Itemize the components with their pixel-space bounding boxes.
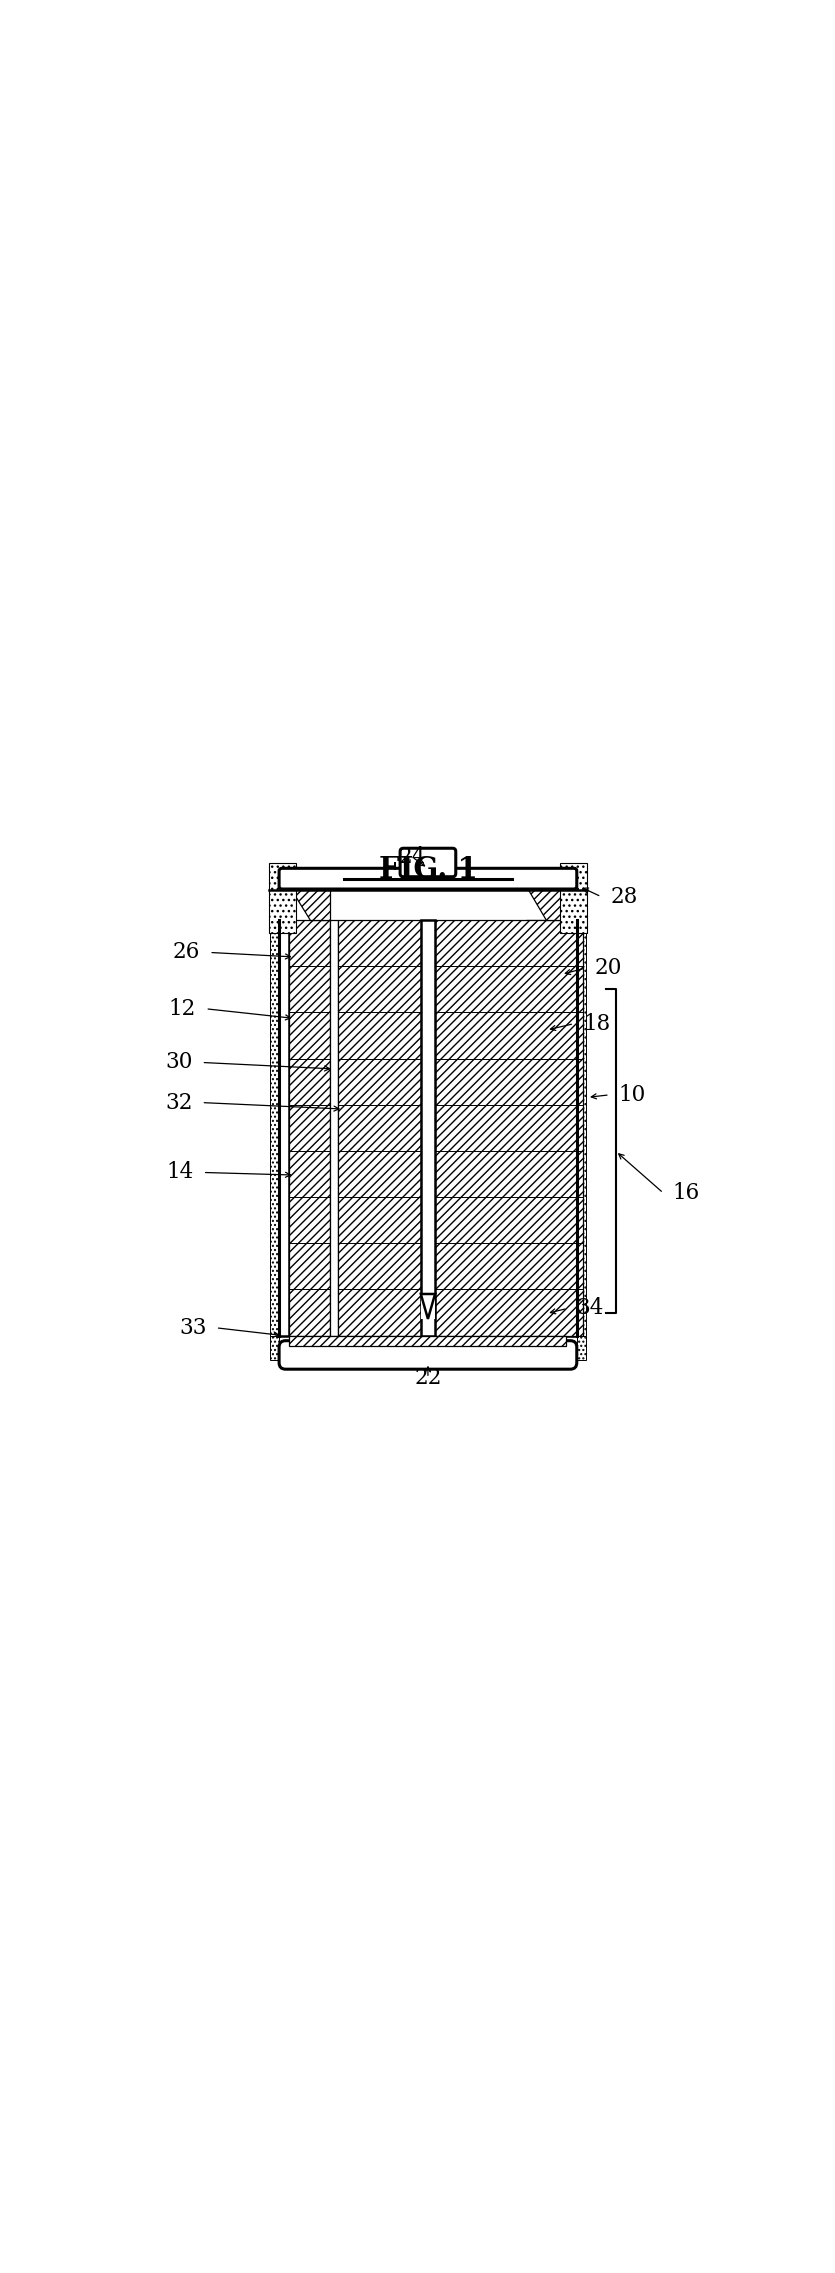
Text: 33: 33 <box>180 1316 206 1339</box>
Text: FIG. 1: FIG. 1 <box>378 855 478 884</box>
FancyBboxPatch shape <box>400 848 456 877</box>
Polygon shape <box>279 921 290 1337</box>
Polygon shape <box>566 921 577 1337</box>
Text: 16: 16 <box>672 1182 700 1205</box>
Polygon shape <box>421 921 435 1337</box>
Text: 10: 10 <box>619 1084 646 1105</box>
Polygon shape <box>269 864 296 932</box>
Polygon shape <box>290 1337 566 1346</box>
Text: 30: 30 <box>165 1052 192 1073</box>
Text: 24: 24 <box>398 846 426 868</box>
Text: 12: 12 <box>169 998 196 1021</box>
Text: 22: 22 <box>414 1368 442 1389</box>
Polygon shape <box>577 921 586 1337</box>
Polygon shape <box>560 864 587 932</box>
Polygon shape <box>290 921 330 1337</box>
Text: 34: 34 <box>577 1298 605 1318</box>
Polygon shape <box>421 1293 435 1318</box>
Text: 32: 32 <box>164 1091 192 1114</box>
FancyBboxPatch shape <box>279 1341 577 1368</box>
Text: 28: 28 <box>610 886 638 907</box>
Polygon shape <box>577 1337 586 1359</box>
Polygon shape <box>566 921 574 1337</box>
Polygon shape <box>526 886 566 921</box>
Text: 18: 18 <box>583 1011 610 1034</box>
Polygon shape <box>270 1337 279 1359</box>
Text: 20: 20 <box>595 957 622 980</box>
Polygon shape <box>526 921 566 1337</box>
Polygon shape <box>270 921 279 1337</box>
Text: 26: 26 <box>173 941 200 964</box>
Polygon shape <box>330 921 338 1337</box>
Polygon shape <box>435 921 583 1337</box>
Polygon shape <box>290 886 330 921</box>
Text: 14: 14 <box>166 1162 194 1184</box>
Polygon shape <box>421 1293 435 1318</box>
FancyBboxPatch shape <box>279 868 577 889</box>
Polygon shape <box>338 921 421 1337</box>
